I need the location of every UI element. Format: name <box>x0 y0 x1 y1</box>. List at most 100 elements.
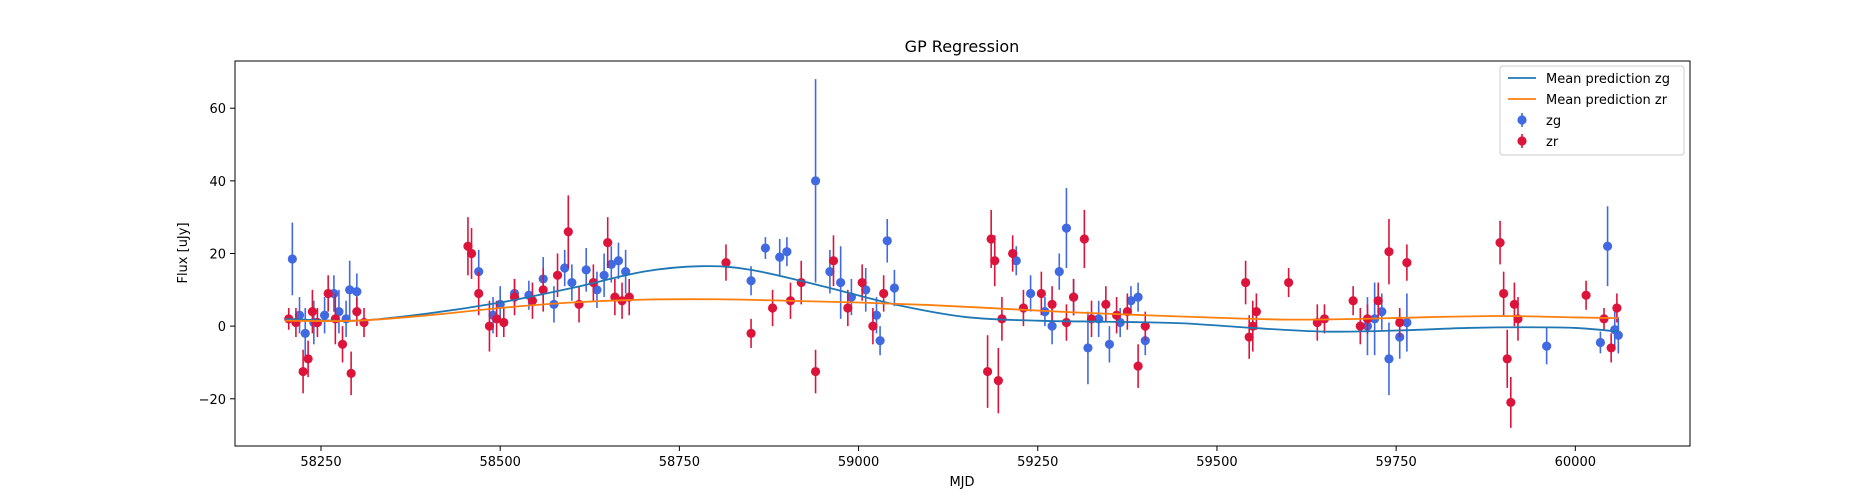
point-zr <box>1606 343 1616 353</box>
point-zr <box>1251 307 1261 317</box>
y-tick-label: 40 <box>209 175 226 190</box>
point-zg <box>1602 241 1613 251</box>
legend-swatch-marker <box>1517 115 1527 125</box>
point-zr <box>1581 290 1591 300</box>
point-zr <box>1008 248 1018 259</box>
point-zr <box>1284 277 1294 288</box>
legend-box <box>1499 65 1685 156</box>
point-zg <box>1613 330 1623 340</box>
point-zr <box>1348 296 1358 306</box>
point-zg <box>836 277 846 288</box>
x-tick-label: 60000 <box>1555 455 1596 470</box>
point-zr <box>986 234 996 244</box>
point-zg <box>606 259 616 269</box>
point-zg <box>746 276 756 286</box>
point-zg <box>294 310 305 320</box>
point-zr <box>1068 292 1079 302</box>
point-zr <box>1036 288 1046 299</box>
point-zr <box>857 277 867 288</box>
point-zg <box>1061 223 1072 233</box>
point-zr <box>463 241 473 251</box>
legend-label: zr <box>1546 135 1559 150</box>
point-zg <box>345 285 355 295</box>
point-zg <box>1377 307 1387 317</box>
point-zg <box>875 336 885 346</box>
point-zg <box>560 263 570 273</box>
mean-prediction-zg-line <box>285 265 1619 333</box>
point-zr <box>1384 247 1394 257</box>
point-zg <box>1104 339 1115 349</box>
point-zr <box>1506 397 1516 408</box>
point-zr <box>1241 277 1251 288</box>
point-zr <box>466 248 477 259</box>
legend-swatch-marker <box>1517 136 1527 146</box>
legend-label: zg <box>1546 114 1561 129</box>
point-zr <box>1133 361 1143 371</box>
point-zr <box>330 314 340 324</box>
point-zr <box>982 366 993 377</box>
point-zr <box>499 317 509 328</box>
x-axis-label: MJD <box>949 475 974 490</box>
x-tick-label: 58750 <box>659 455 700 470</box>
point-zr <box>767 303 778 313</box>
point-zr <box>298 366 308 377</box>
y-tick-label: 20 <box>209 248 226 263</box>
point-zr <box>993 376 1003 386</box>
point-zg <box>1083 343 1093 353</box>
point-zg <box>1126 296 1136 306</box>
point-zg <box>1542 341 1552 351</box>
point-zg <box>775 252 785 262</box>
point-zr <box>1402 257 1412 268</box>
point-zg <box>871 310 882 320</box>
y-tick-label: 60 <box>209 102 226 117</box>
y-tick-label: −20 <box>199 393 226 408</box>
point-zg <box>352 287 362 297</box>
point-zg <box>810 176 821 186</box>
point-zr <box>1112 310 1122 320</box>
point-zr <box>538 285 548 295</box>
point-zr <box>1499 288 1509 299</box>
point-zg <box>1054 267 1064 277</box>
point-zr <box>868 321 878 331</box>
point-zg <box>613 256 624 266</box>
point-zg <box>889 283 900 293</box>
point-zg <box>1384 354 1394 364</box>
series-zg <box>287 79 1623 396</box>
x-tick-label: 58500 <box>480 455 521 470</box>
series-zr <box>284 195 1622 428</box>
legend-label: Mean prediction zr <box>1546 93 1668 108</box>
point-zg <box>567 277 577 288</box>
point-zg <box>760 243 770 253</box>
point-zg <box>319 310 330 320</box>
point-zg <box>1595 337 1606 348</box>
point-zg <box>1047 321 1057 331</box>
point-zr <box>1079 234 1089 244</box>
point-zr <box>1373 296 1383 306</box>
mean-prediction-zr-line <box>285 298 1619 322</box>
x-tick-label: 59250 <box>1017 455 1058 470</box>
point-zr <box>603 238 613 248</box>
point-zr <box>346 368 356 378</box>
point-zr <box>563 227 573 237</box>
x-tick-label: 58250 <box>300 455 341 470</box>
point-zr <box>610 292 620 302</box>
point-zg <box>825 267 835 277</box>
point-zr <box>1101 299 1111 309</box>
point-zr <box>307 307 318 317</box>
point-zg <box>882 236 892 246</box>
point-zg <box>592 285 602 295</box>
point-zg <box>1133 292 1143 302</box>
point-zr <box>879 288 889 299</box>
point-zg <box>782 247 792 257</box>
point-zg <box>1402 317 1412 328</box>
point-zg <box>1025 288 1036 299</box>
y-tick-label: 0 <box>218 320 226 335</box>
point-zr <box>721 257 731 268</box>
point-zr <box>1495 238 1505 248</box>
point-zr <box>1047 299 1057 309</box>
point-zg <box>334 307 344 317</box>
x-tick-label: 59750 <box>1375 455 1416 470</box>
point-zr <box>1018 303 1029 313</box>
y-axis-label: Flux [uJy] <box>176 222 191 283</box>
